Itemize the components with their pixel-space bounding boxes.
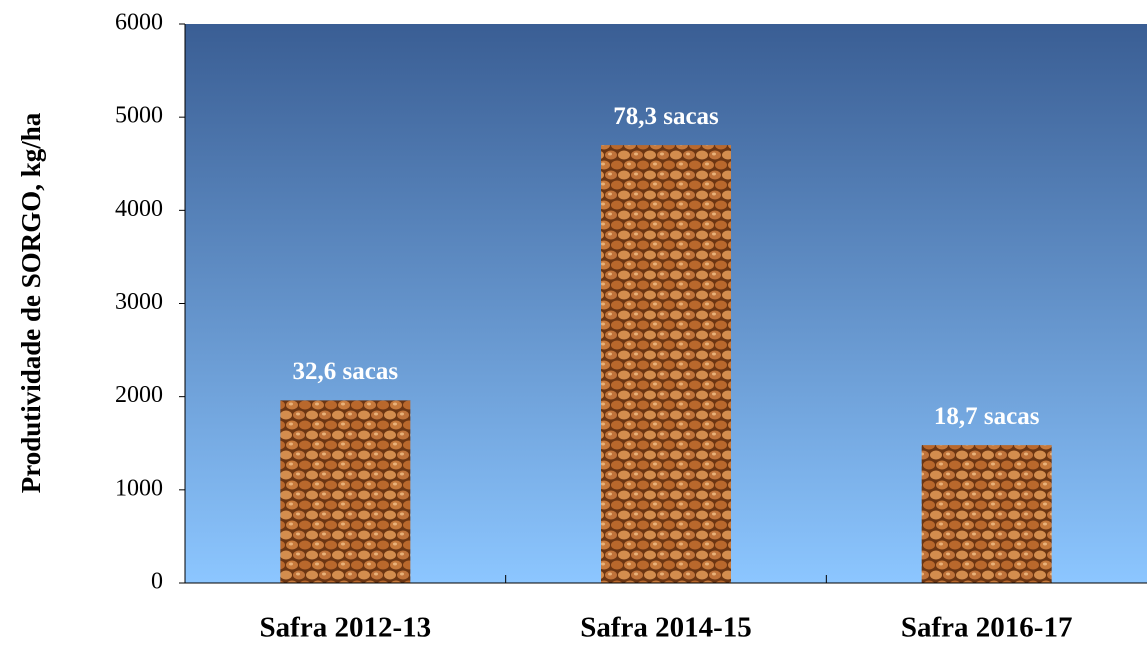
annotation: 78,3 sacas — [613, 103, 719, 130]
bar — [601, 145, 731, 583]
annotation: 32,6 sacas — [293, 358, 399, 385]
x-tick-label: Safra 2012-13 — [260, 612, 432, 644]
y-tick-label: 0 — [151, 569, 163, 595]
y-tick-label: 1000 — [115, 475, 163, 501]
y-tick-label: 5000 — [115, 103, 163, 129]
bar — [280, 400, 411, 583]
y-tick-label: 4000 — [115, 196, 163, 222]
x-tick-label: Safra 2014-15 — [580, 612, 752, 644]
annotation: 18,7 sacas — [934, 403, 1040, 430]
y-tick-label: 2000 — [115, 382, 163, 408]
x-tick-label: Safra 2016-17 — [901, 612, 1073, 644]
y-tick-label: 3000 — [115, 289, 163, 315]
y-axis-title: Produtividade de SORGO, kg/ha — [16, 112, 46, 493]
y-tick-label: 6000 — [115, 10, 163, 36]
bar — [921, 445, 1052, 583]
